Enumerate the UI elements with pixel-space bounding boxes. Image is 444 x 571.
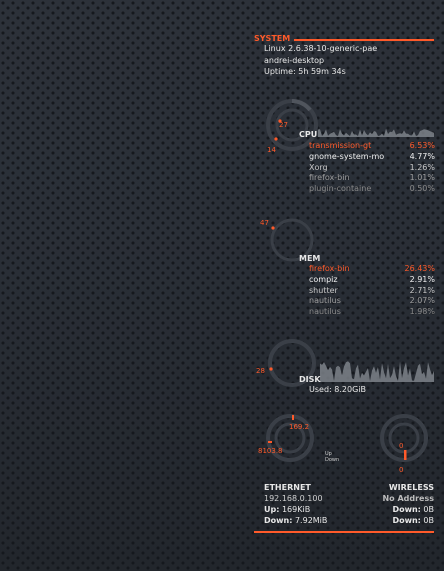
mem-process-row: nautilus 1.98% [309,307,435,318]
mem-process-value: 26.43% [404,264,435,273]
ethernet-up-label: Up: [264,505,280,514]
mem-process-name: nautilus [309,296,341,306]
mem-label: MEM [299,254,321,263]
mem-process-value: 1.98% [409,307,435,317]
wireless-down-2: Down: 0B [392,516,434,526]
cpu-process-list: transmission-gt 6.53% gnome-system-mo 4.77%… [309,141,435,195]
cpu-process-name: gnome-system-mo [309,151,385,161]
ethernet-down-rate: 7.92MiB [294,516,328,525]
wireless-down-1: Down: 0B [392,505,434,515]
cpu-process-name: plugin-containe [309,184,372,194]
mem-gauge: 47 [260,218,314,262]
wireless-down-value: 0 [399,466,403,474]
mem-process-name: firefox-bin [309,264,350,273]
wireless-down-2-rate: 0B [423,516,434,525]
cpu-process-row: Xorg 1.26% [309,163,435,174]
ethernet-header: ETHERNET [264,483,311,492]
footer-rule [254,531,434,533]
ethernet-down-value: 8103.8 [258,447,283,455]
cpu-process-value: 1.26% [409,162,435,172]
wireless-marker [404,450,407,460]
mem-process-name: compiz [309,274,338,284]
system-header-rule [294,39,434,41]
cpu-label: CPU [299,130,318,139]
wireless-gauge: 0 0 [380,414,428,474]
wireless-address: No Address [382,494,434,503]
mem-process-row: shutter 2.71% [309,286,435,297]
disk-gauge-marker [269,367,273,371]
ethernet-address: 192.168.0.100 [264,494,323,503]
cpu-gauge-inner-track [275,108,309,142]
cpu-gauge-inner-value: 14 [267,146,276,154]
ethernet-up-value: 169.2 [289,423,309,431]
mem-process-name: nautilus [309,307,341,317]
ethernet-down: Down: 7.92MiB [264,516,327,526]
disk-graph-area [320,361,434,382]
disk-used: Used: 8.20GiB [309,385,366,394]
hostname: andrei-desktop [264,56,325,65]
wireless-down-2-label: Down: [392,516,421,525]
uptime: Uptime: 5h 59m 34s [264,67,346,76]
mem-process-name: shutter [309,285,338,295]
system-header: SYSTEM [254,34,291,43]
ethernet-gauge-outer-track [266,414,314,462]
cpu-process-row: firefox-bin 1.01% [309,173,435,184]
cpu-gauge-outer-value: 27 [279,121,288,129]
wireless-down-1-label: Down: [392,505,421,514]
ethernet-up-marker [292,415,294,420]
cpu-graph [318,128,434,137]
cpu-process-value: 0.50% [409,184,435,194]
wireless-down-1-rate: 0B [423,505,434,514]
mem-process-value: 2.71% [409,285,435,295]
mem-gauge-value: 47 [260,219,269,227]
disk-gauge-track [268,339,316,387]
kernel-version: Linux 2.6.38-10-generic-pae [264,44,378,53]
ethernet-up: Up: 169KiB [264,505,310,515]
cpu-process-row: plugin-containe 0.50% [309,184,435,195]
mem-process-row: firefox-bin 26.43% [309,264,435,275]
cpu-process-value: 6.53% [409,141,435,150]
wireless-header: WIRELESS [388,483,434,492]
ethernet-up-rate: 169KiB [281,505,311,514]
mem-process-value: 2.91% [409,274,435,284]
cpu-gauge: 27 14 [266,99,318,154]
disk-graph [320,361,434,382]
cpu-process-row: gnome-system-mo 4.77% [309,152,435,163]
ethernet-gauge-inner-track [274,422,306,454]
wireless-gauge-inner-track [388,422,420,454]
mem-gauge-marker [271,226,275,230]
mem-process-value: 2.07% [409,296,435,306]
ethernet-down-marker [268,441,272,443]
mem-process-row: nautilus 2.07% [309,296,435,307]
ethernet-gauge: 169.2 8103.8 Up Down [258,414,339,463]
mem-gauge-track [270,218,314,262]
mem-process-list: firefox-bin 26.43% compiz 2.91% shutter 2.71%… [309,264,435,318]
cpu-process-value: 1.01% [409,173,435,183]
cpu-gauge-marker [278,119,282,123]
mem-process-row: compiz 2.91% [309,275,435,286]
cpu-process-row: transmission-gt 6.53% [309,141,435,152]
ethernet-down-legend: Down [325,457,339,463]
ethernet-down-label: Down: [264,516,293,525]
disk-gauge-value: 28 [256,367,265,375]
cpu-process-name: transmission-gt [309,141,372,150]
cpu-process-name: Xorg [309,162,328,172]
cpu-graph-area [318,128,434,137]
ethernet-up-legend: Up [325,451,332,457]
disk-label: DISK [299,375,321,384]
cpu-process-value: 4.77% [409,151,435,161]
cpu-gauge-inner-marker [274,137,278,141]
disk-gauge: 28 [256,339,316,387]
cpu-gauge-outer-arc [291,99,312,112]
cpu-process-name: firefox-bin [309,173,350,183]
wireless-up-value: 0 [399,442,403,450]
